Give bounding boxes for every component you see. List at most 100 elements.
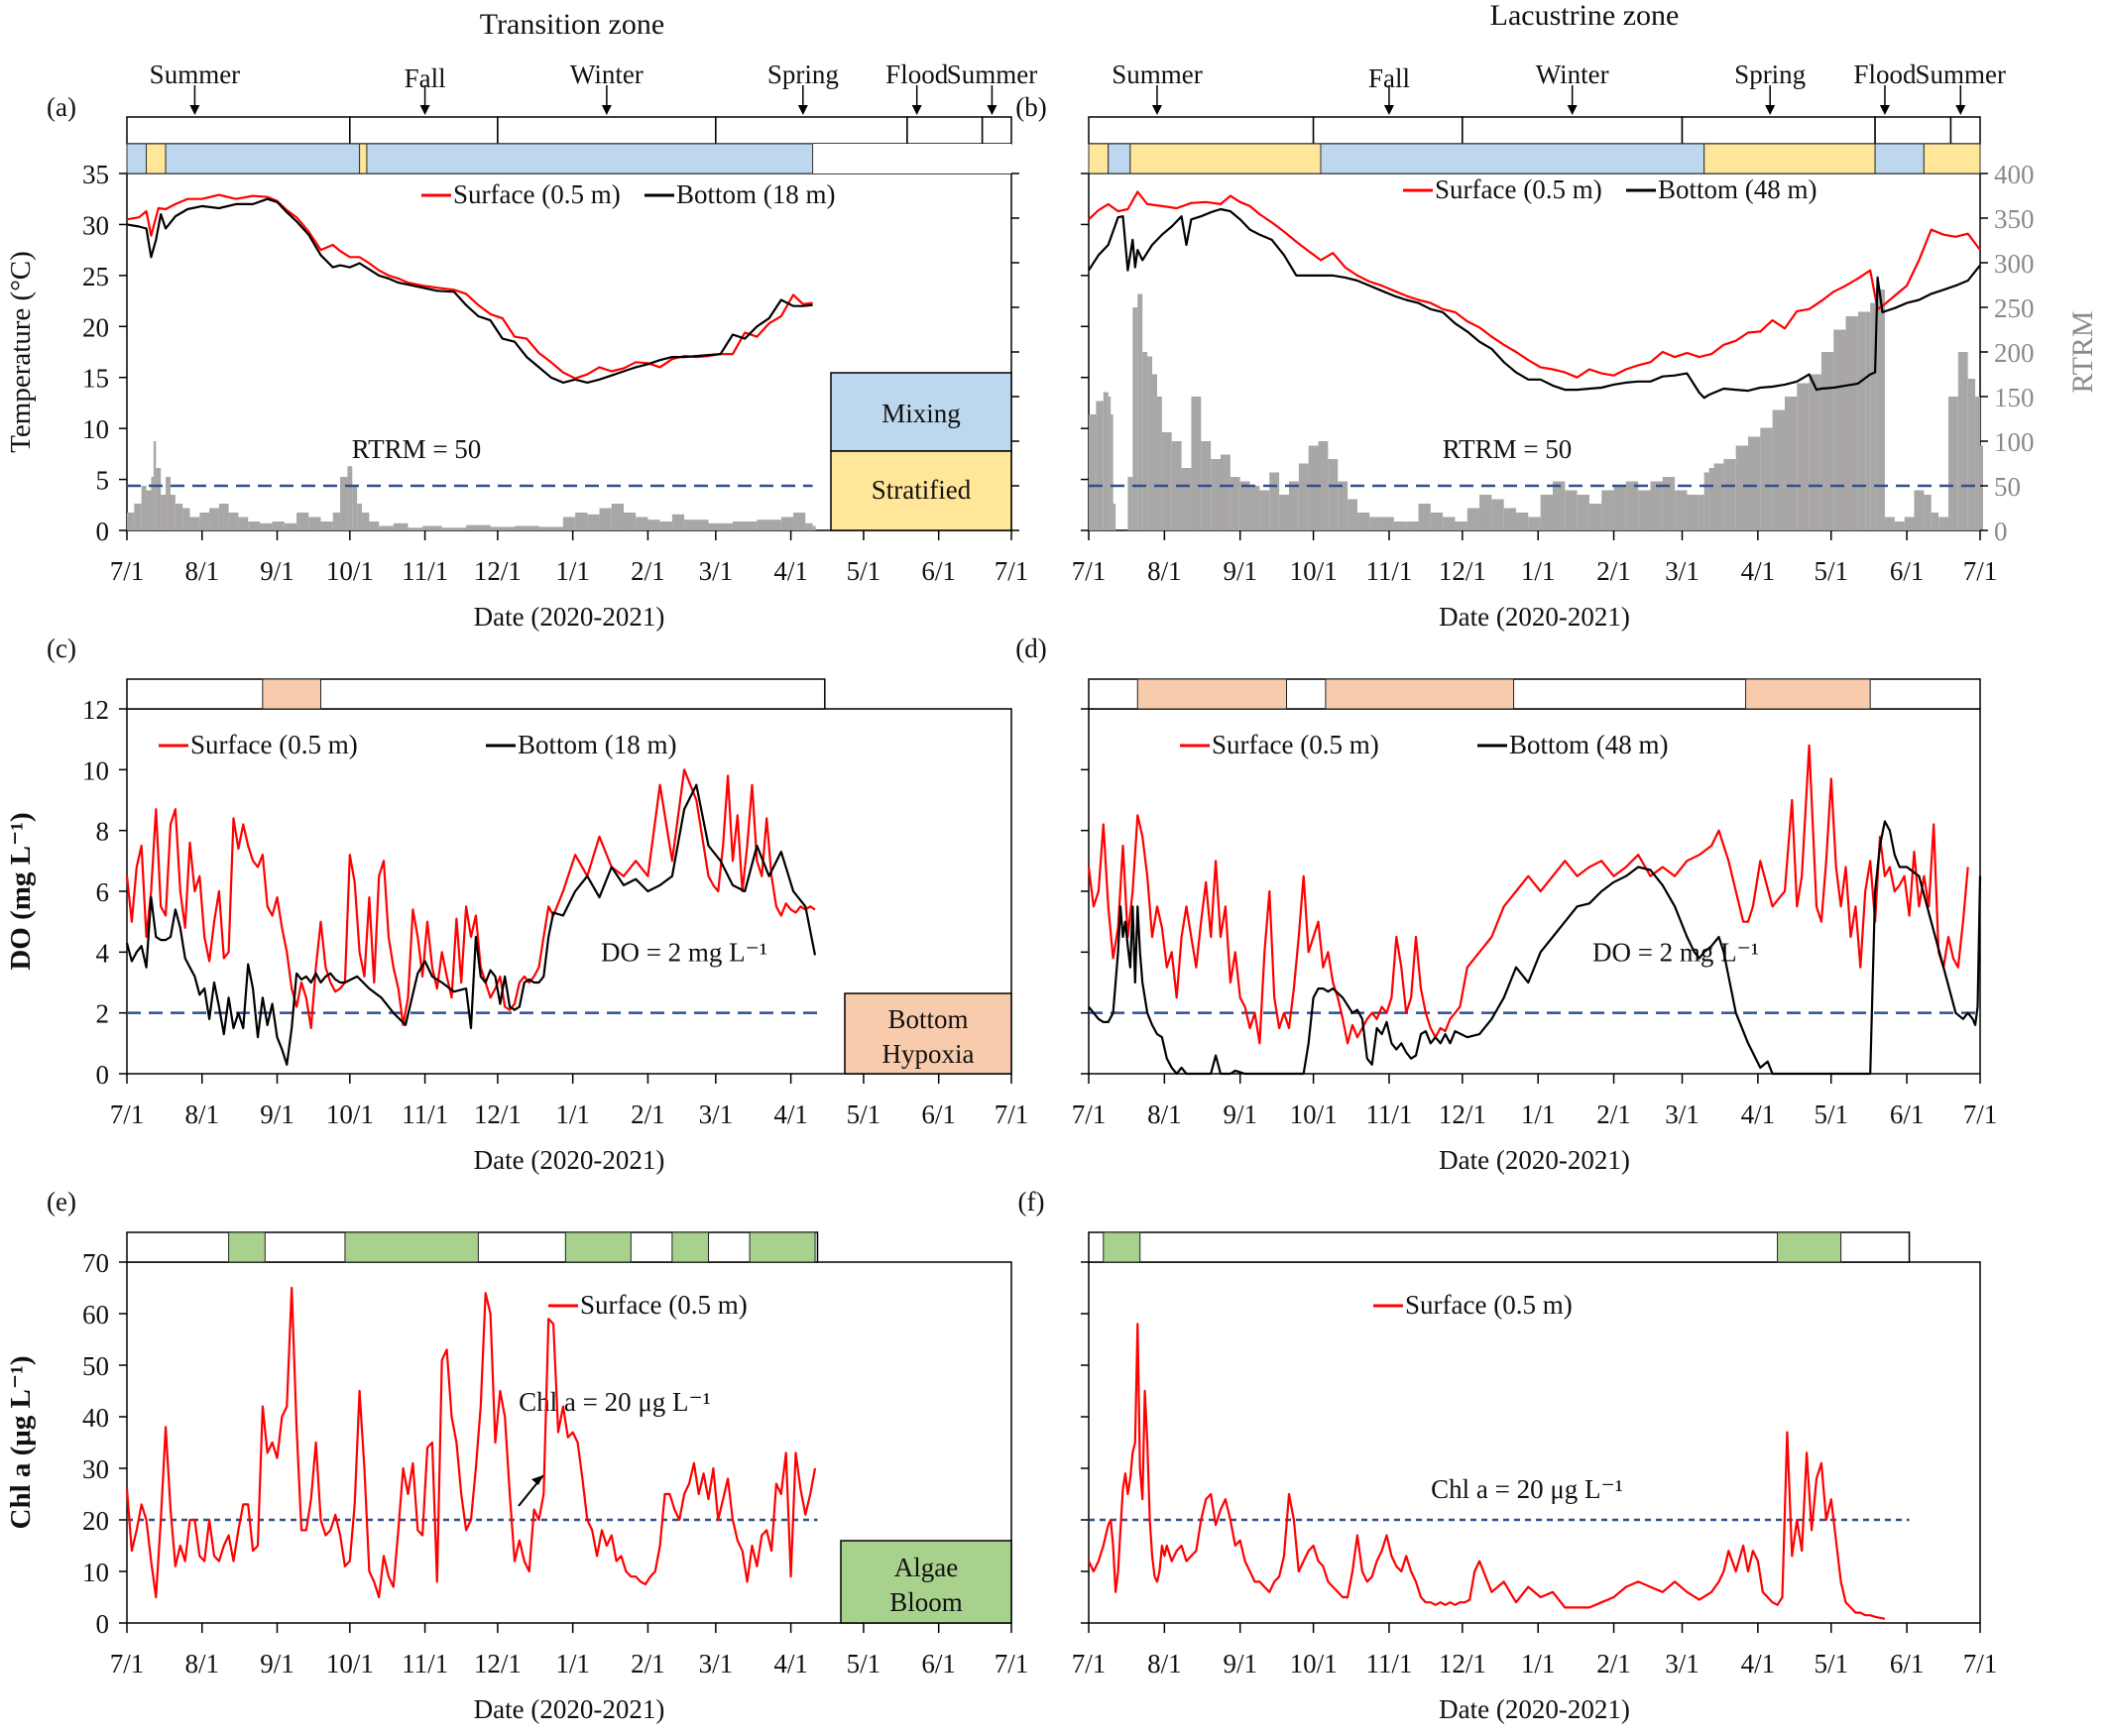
rtrm-bar [1381,517,1394,530]
legend-box-label: Stratified [872,475,972,505]
rtrm-bar [1528,517,1541,530]
rtrm-bar [1103,392,1109,530]
rtrm-bar [284,522,297,530]
x-tick-label: 11/1 [402,1649,448,1678]
rtrm-bar [369,521,380,530]
season-segment [906,116,984,145]
legend-label: Surface (0.5 m) [453,179,621,209]
x-tick-label: 7/1 [995,1649,1029,1678]
y-tick-label: 0 [96,1609,110,1639]
rtrm-bar [1466,508,1480,530]
rtrm-bar [1152,374,1157,530]
rtrm-bar [647,520,660,530]
y-tick-label: 0 [96,1060,110,1090]
state-legend: Mixing Stratified Bottom Hypoxia Algae Bloom [830,372,1012,1624]
status-event-hypoxia [262,678,322,710]
rtrm-bar [1418,504,1431,530]
x-tick-label: 10/1 [1290,556,1338,586]
rtrm-bar [805,522,813,530]
status-event-bloom [344,1231,479,1263]
legend-label: Surface (0.5 m) [190,730,358,759]
season-segment [1681,116,1876,145]
rtrm-bar [408,527,423,530]
status-event-bloom [1777,1231,1842,1263]
x-tick-label: 3/1 [699,1099,734,1129]
rtrm-bar [623,513,637,530]
season-segment [715,116,908,145]
x-tick-label: 7/1 [995,556,1029,586]
rtrm-bar [1877,289,1885,530]
rtrm-bar [1111,414,1114,530]
season-label: Winter [1536,59,1609,89]
x-tick-label: 11/1 [402,556,448,586]
stratification-segment-mixing [165,143,361,174]
rtrm-bar [684,520,709,530]
y-tick-label: 30 [82,1454,109,1484]
season-segment [1088,116,1315,145]
x-tick-label: 12/1 [1439,1649,1486,1678]
rtrm-bar [1577,495,1589,530]
legend-label: Bottom (48 m) [1658,174,1817,204]
x-tick-label: 11/1 [1365,1649,1412,1678]
x-tick-label: 1/1 [555,1649,590,1678]
rtrm-bar [1181,468,1192,530]
rtrm-bar [1809,374,1821,530]
x-tick-label: 2/1 [1596,1649,1631,1678]
x-tick-label: 7/1 [1072,1099,1107,1129]
rtrm-bar [1127,477,1133,530]
rtrm-bar [1142,352,1148,530]
rtrm-bar [1938,517,1948,530]
rtrm-bar [1980,445,1983,530]
season-segment [1949,116,1981,145]
legend-box-hypoxia [844,992,1012,1075]
legend-box-mixing [830,372,1012,452]
stratification-segment-stratified [1703,143,1876,174]
y-axis-label: Temperature (°C) [5,251,37,453]
x-tick-label: 12/1 [474,556,522,586]
rtrm-bar [166,477,171,530]
x-axis-label: Date (2020-2021) [474,1145,665,1175]
y-tick-label: 4 [96,938,110,968]
rtrm-bar [1957,352,1968,530]
x-tick-label: 6/1 [1890,1099,1925,1129]
rtrm-bar [199,513,210,530]
rtrm-bar [708,522,733,530]
rtrm-bar [599,508,612,530]
x-tick-label: 1/1 [555,556,590,586]
rtrm-bar [1601,490,1614,530]
legend-box-label: Bottom [887,1004,968,1034]
y-tick-label: 8 [96,817,110,847]
rtrm-bar [575,513,588,530]
status-event-bloom [671,1231,710,1263]
x-tick-label: 7/1 [1072,1649,1107,1678]
rtrm-bar [1318,441,1329,530]
rtrm-bar [1259,490,1270,530]
y2-tick-label: 150 [1994,383,2035,412]
rtrm-bar [1662,477,1676,530]
legend-label: Surface (0.5 m) [1435,174,1602,204]
x-tick-label: 5/1 [1814,556,1848,586]
status-bar [126,678,826,710]
rtrm-bar [1393,521,1407,530]
rtrm-bar [1479,495,1492,530]
x-tick-label: 3/1 [1665,1649,1700,1678]
rtrm-bar [1147,356,1153,530]
x-tick-label: 10/1 [1290,1099,1338,1129]
rtrm-bar [1797,383,1810,530]
rtrm-bar [441,527,467,530]
x-axis-label: Date (2020-2021) [1439,1145,1630,1175]
stratification-segment-mixing [1320,143,1705,174]
series-line-surface [1087,744,1969,1045]
rtrm-bar [1308,445,1319,530]
status-event-bloom [749,1231,816,1263]
rtrm-bar [134,504,142,530]
series-line-bottom [1088,207,1981,400]
rtrm-bar [127,513,135,530]
rtrm-bar [175,504,183,530]
y2-tick-label: 50 [1994,472,2021,502]
rtrm-bar [1249,486,1260,530]
y-tick-label: 12 [82,695,109,725]
stratification-segment-stratified [359,143,368,174]
legend-box-bloom [840,1540,1012,1624]
y-tick-label: 6 [96,877,110,907]
